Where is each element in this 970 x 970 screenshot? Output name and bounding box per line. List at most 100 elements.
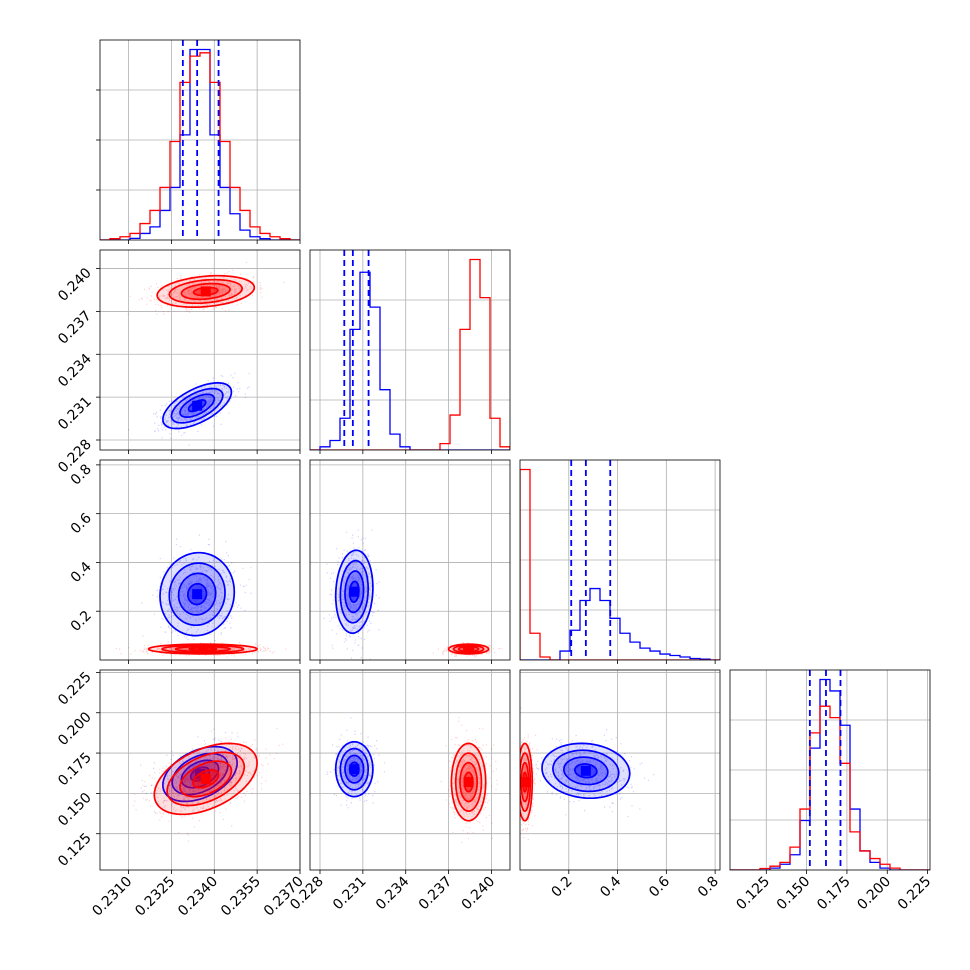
red-contour-line <box>447 643 490 655</box>
red-histogram-step <box>310 258 510 450</box>
blue-histogram-step <box>520 587 720 660</box>
blue-contour-line <box>177 572 217 616</box>
red-peak-marker <box>197 644 208 655</box>
y-tick-label: 0.2 <box>68 608 95 635</box>
panel-frame <box>309 669 511 871</box>
histogram-panel-p2 <box>520 460 720 660</box>
y-tick-label: 0.6 <box>68 510 95 537</box>
x-tick-label: 0.150 <box>774 874 814 914</box>
x-tick-label: 0.240 <box>459 874 499 914</box>
panel-frame <box>99 249 301 451</box>
y-tick-label: 0.4 <box>68 559 95 586</box>
red-histogram-step <box>520 468 720 660</box>
panel-frame <box>309 249 511 451</box>
blue-contour-line <box>179 393 216 418</box>
scatter-panel-p0-p2 <box>100 460 300 660</box>
blue-contour-line <box>159 551 236 637</box>
panel-frame <box>99 459 301 661</box>
blue-histogram-step <box>100 48 300 240</box>
x-tick-label: 0.2355 <box>218 874 264 920</box>
red-contour-line <box>454 752 483 812</box>
blue-peak-marker <box>349 586 360 597</box>
blue-contour-line <box>162 745 238 803</box>
red-scatter-points <box>127 262 285 315</box>
blue-contour-line <box>344 570 365 614</box>
x-tick-label: 0.8 <box>695 874 722 901</box>
x-tick-label: 0.237 <box>416 874 456 914</box>
red-histogram-step <box>730 705 930 870</box>
x-tick-label: 0.4 <box>597 873 624 900</box>
red-peak-marker <box>200 286 211 297</box>
red-contour-line <box>161 644 245 654</box>
x-tick-label: 0.2340 <box>175 874 221 920</box>
blue-contour-line <box>162 382 233 430</box>
blue-contour-line <box>168 562 226 627</box>
blue-contour-line <box>339 559 370 624</box>
y-tick-label: 0.225 <box>55 669 95 709</box>
y-tick-label: 0.150 <box>55 790 95 830</box>
red-contour-line <box>174 645 231 653</box>
scatter-panel-p0-p1 <box>100 250 300 450</box>
red-contour-line <box>188 646 218 652</box>
blue-contour-line <box>563 756 609 786</box>
histogram-panel-p3 <box>730 670 930 870</box>
blue-peak-marker <box>192 400 203 411</box>
scatter-panel-p1-p3 <box>310 670 510 870</box>
x-tick-label: 0.2 <box>549 874 576 901</box>
scatter-panel-p1-p2 <box>310 460 510 660</box>
blue-contour-line <box>552 749 620 793</box>
red-contour-line <box>166 751 246 807</box>
red-contour-line <box>520 752 532 812</box>
scatter-panel-p0-p3 <box>100 670 300 870</box>
red-contour-line <box>450 742 487 822</box>
panel-frame <box>519 669 721 871</box>
red-peak-marker <box>200 773 211 784</box>
blue-histogram-step <box>730 678 930 870</box>
x-tick-label: 0.231 <box>330 874 370 914</box>
red-peak-marker <box>463 644 474 655</box>
red-histogram-step <box>100 52 300 240</box>
blue-peak-marker <box>580 765 591 776</box>
blue-peak-marker <box>349 764 360 775</box>
panel-frame <box>519 459 721 661</box>
x-tick-label: 0.2310 <box>89 874 135 920</box>
red-contour-line <box>179 760 233 798</box>
blue-contour-line <box>574 763 598 779</box>
blue-contour-line <box>339 747 370 791</box>
blue-contour-line <box>344 754 365 784</box>
red-contour-line <box>192 286 219 297</box>
y-tick-label: 0.237 <box>55 308 95 348</box>
y-tick-label: 0.231 <box>55 394 95 434</box>
red-contour-line <box>168 278 243 305</box>
x-tick-label: 0.200 <box>854 874 894 914</box>
blue-scatter-points <box>323 529 380 660</box>
red-contour-line <box>147 643 259 655</box>
x-tick-label: 0.6 <box>646 873 673 900</box>
red-peak-marker <box>463 777 474 788</box>
panel-frame <box>309 459 511 661</box>
y-tick-label: 0.234 <box>55 351 95 391</box>
blue-contour-line <box>170 387 224 424</box>
blue-peak-marker <box>192 589 203 600</box>
red-contour-line <box>452 644 485 654</box>
red-contour-line <box>156 274 256 308</box>
red-peak-marker <box>520 777 530 788</box>
scatter-panel-p2-p3 <box>520 670 720 870</box>
y-tick-label: 0.125 <box>55 830 95 870</box>
x-tick-label: 0.225 <box>895 874 935 914</box>
red-contour-line <box>192 769 220 789</box>
x-tick-label: 0.175 <box>814 874 854 914</box>
histogram-panel-p1 <box>310 250 510 450</box>
blue-contour-line <box>187 582 208 606</box>
red-contour-line <box>153 742 258 816</box>
red-contour-line <box>459 761 478 803</box>
y-tick-label: 0.240 <box>55 265 95 305</box>
blue-contour-line <box>334 740 374 798</box>
x-tick-label: 0.125 <box>733 874 773 914</box>
x-tick-label: 0.234 <box>373 873 413 913</box>
y-tick-label: 0.200 <box>55 709 95 749</box>
panel-frame <box>99 669 301 871</box>
panel-frame <box>729 669 931 871</box>
y-tick-label: 0.175 <box>55 750 95 790</box>
